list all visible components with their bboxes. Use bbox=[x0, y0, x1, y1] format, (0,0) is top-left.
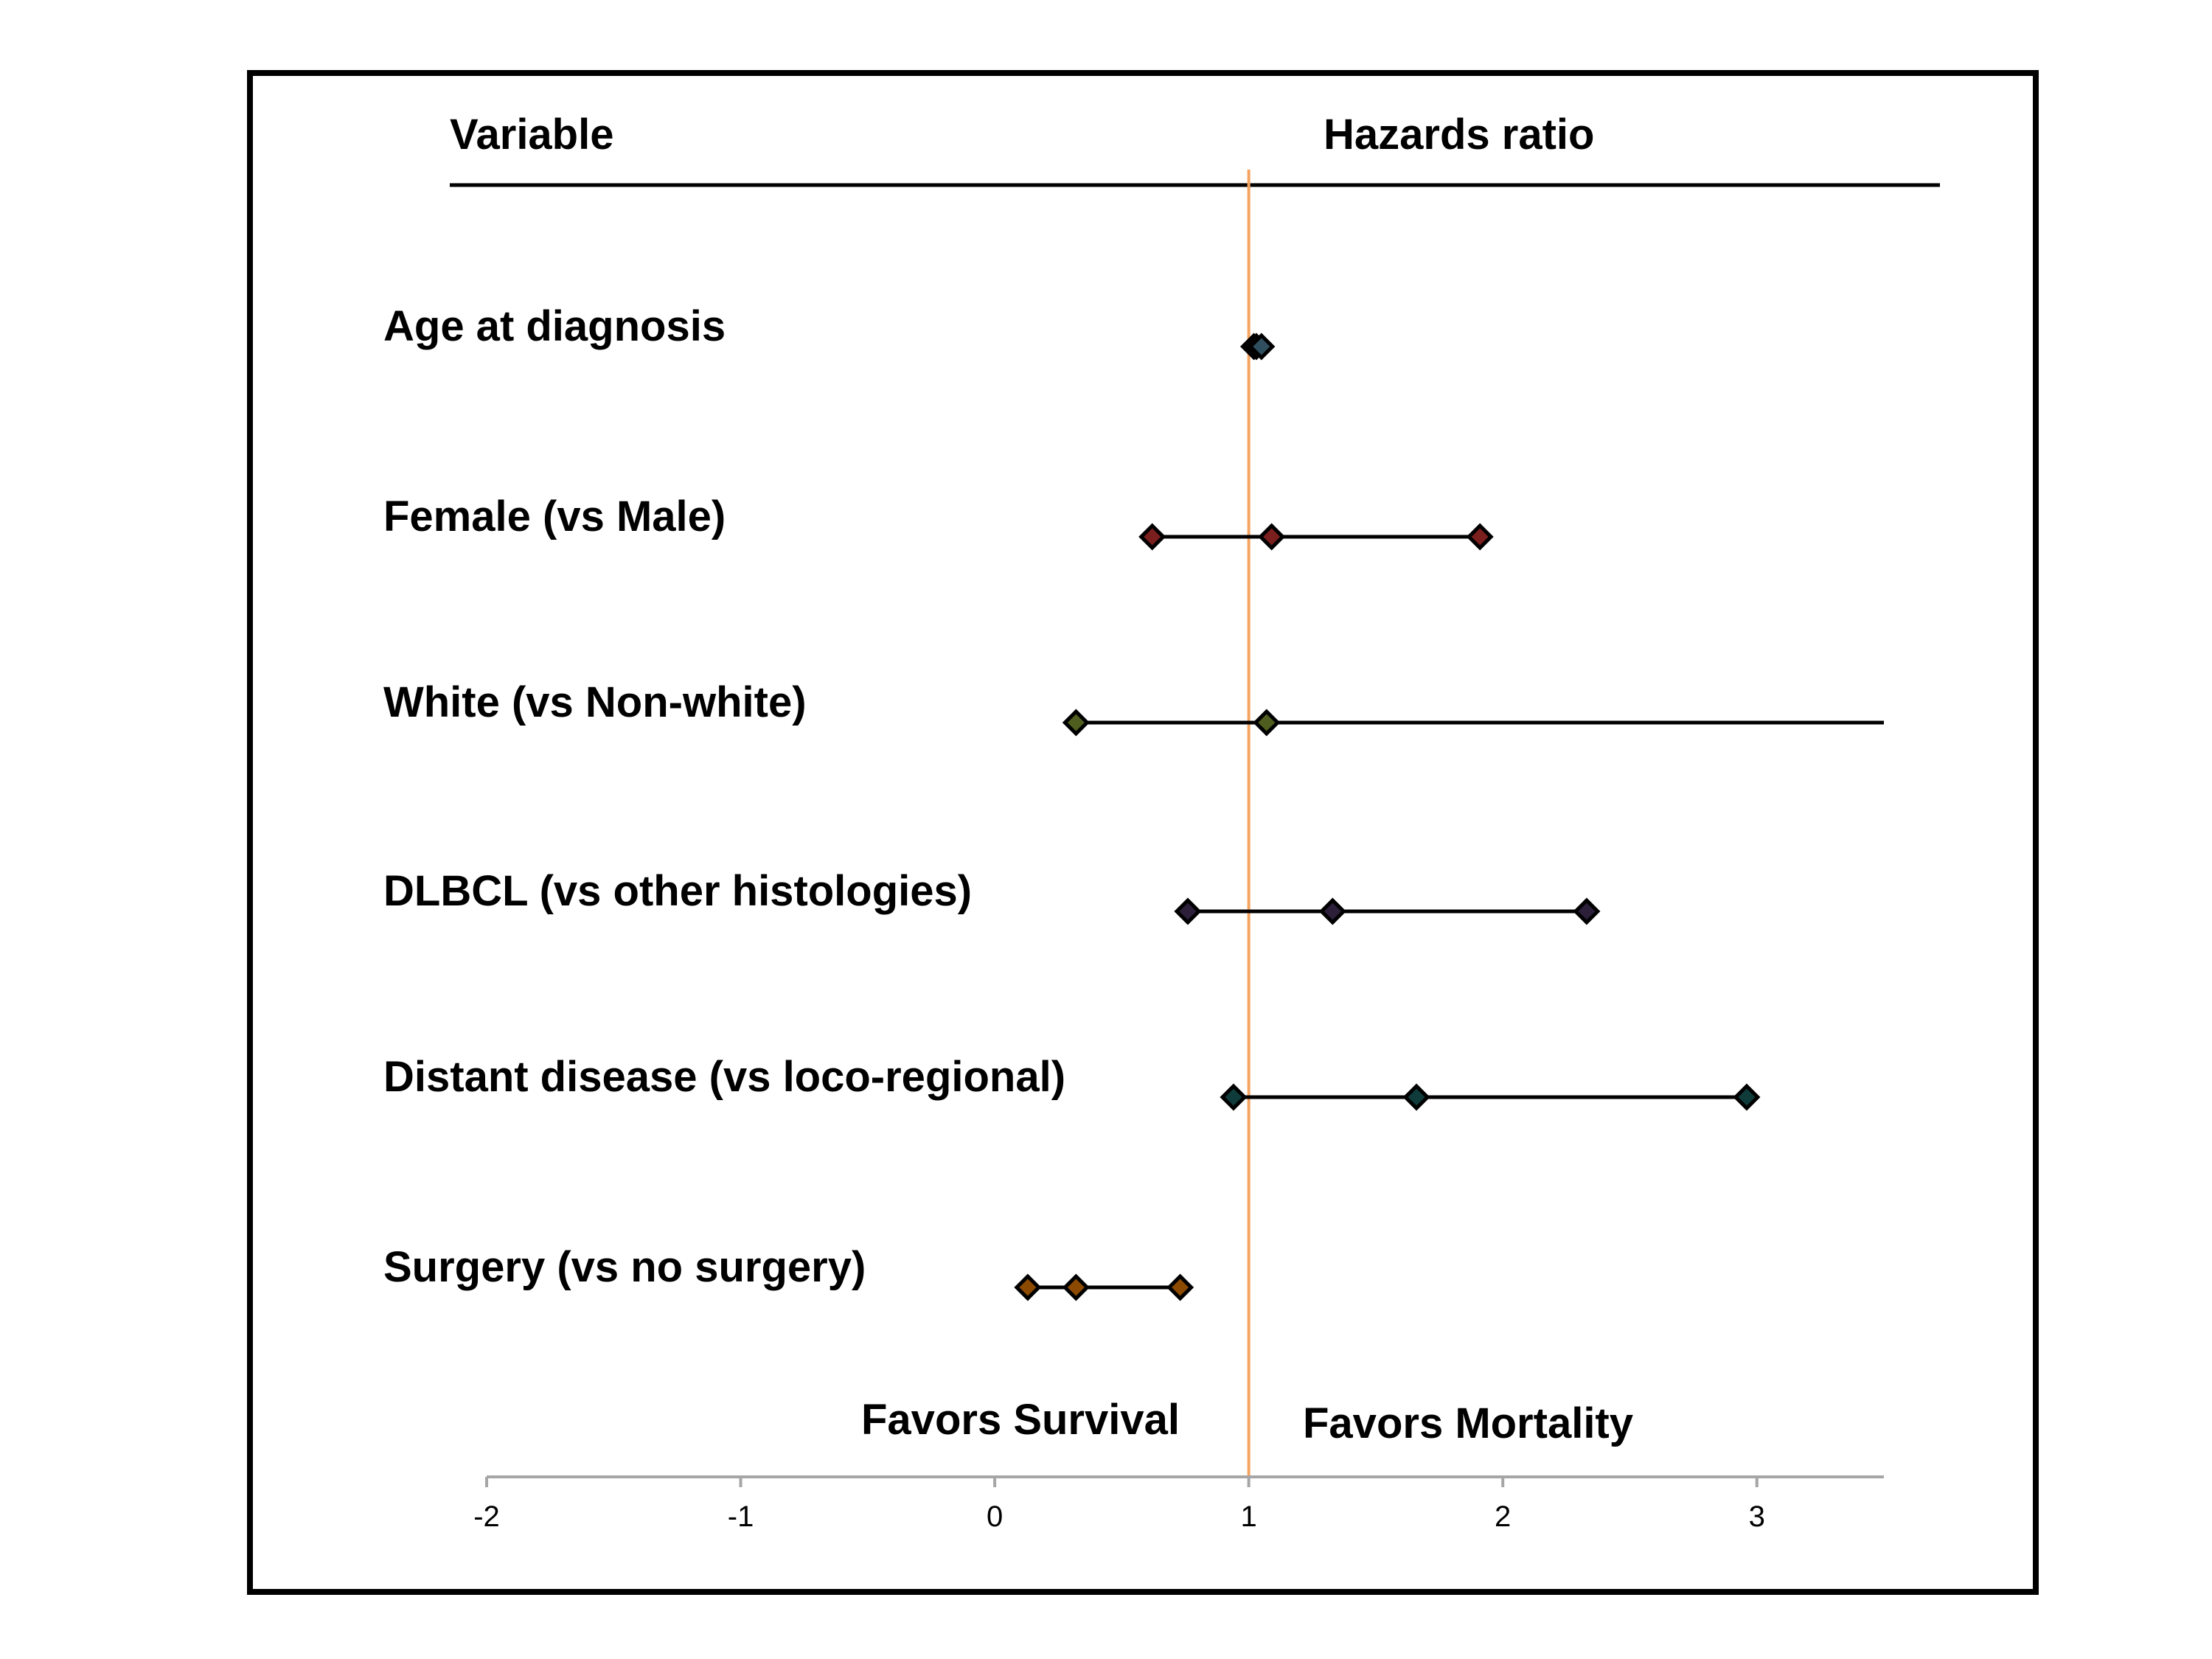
x-tick-label: 3 bbox=[1749, 1500, 1765, 1533]
lower-bound-marker bbox=[1014, 1273, 1042, 1301]
x-tick-label: -2 bbox=[473, 1500, 500, 1533]
x-tick-label: 2 bbox=[1495, 1500, 1511, 1533]
row-label: Distant disease (vs loco-regional) bbox=[383, 1053, 1065, 1101]
row-label: Age at diagnosis bbox=[383, 302, 726, 350]
lower-bound-marker bbox=[1220, 1083, 1248, 1111]
lower-bound-marker bbox=[1174, 897, 1202, 925]
row-label: DLBCL (vs other histologies) bbox=[383, 867, 972, 915]
upper-bound-marker bbox=[1573, 897, 1601, 925]
favors-mortality-annotation: Favors Mortality bbox=[1303, 1399, 1633, 1447]
variable-header: Variable bbox=[450, 111, 613, 159]
upper-bound-marker bbox=[1248, 333, 1276, 361]
upper-bound-marker bbox=[1733, 1083, 1761, 1111]
estimate-marker bbox=[1062, 1273, 1090, 1301]
upper-bound-marker bbox=[1466, 523, 1494, 551]
x-tick-label: 1 bbox=[1241, 1500, 1257, 1533]
favors-survival-annotation: Favors Survival bbox=[861, 1396, 1180, 1444]
row-label: Female (vs Male) bbox=[383, 493, 726, 540]
estimate-marker bbox=[1318, 897, 1346, 925]
estimate-marker bbox=[1253, 709, 1281, 737]
estimate-marker bbox=[1402, 1083, 1430, 1111]
upper-bound-marker bbox=[1166, 1273, 1194, 1301]
row-label: White (vs Non-white) bbox=[383, 678, 807, 726]
row-label: Surgery (vs no surgery) bbox=[383, 1243, 866, 1291]
x-tick-label: 0 bbox=[987, 1500, 1003, 1533]
x-tick-label: -1 bbox=[728, 1500, 754, 1533]
lower-bound-marker bbox=[1062, 709, 1090, 737]
lower-bound-marker bbox=[1138, 523, 1166, 551]
figure-frame bbox=[247, 70, 2039, 1595]
estimate-marker bbox=[1258, 523, 1286, 551]
hazards-ratio-header: Hazards ratio bbox=[1324, 111, 1594, 159]
